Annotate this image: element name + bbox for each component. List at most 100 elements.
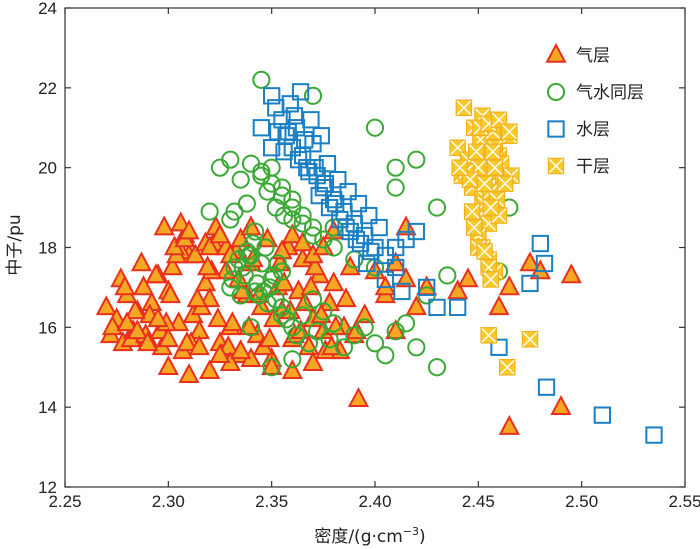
data-point	[299, 334, 318, 353]
data-point	[272, 298, 292, 317]
data-point	[362, 242, 380, 261]
data-point	[197, 255, 219, 276]
x-tick-label: 2.25	[48, 492, 81, 511]
data-point	[225, 202, 244, 221]
data-point	[223, 270, 242, 289]
data-point	[376, 346, 395, 365]
data-point	[199, 235, 221, 256]
series-3	[449, 99, 539, 376]
data-point	[293, 214, 312, 233]
data-point	[221, 150, 240, 169]
data-point	[147, 307, 169, 328]
data-point	[124, 299, 146, 320]
data-point	[188, 335, 210, 356]
data-point	[386, 178, 405, 197]
legend-item: 气层	[545, 42, 610, 66]
data-point	[519, 251, 541, 272]
data-point	[531, 234, 549, 253]
x-tick-label: 2.30	[152, 492, 185, 511]
data-point	[318, 291, 341, 312]
data-point	[365, 334, 385, 353]
data-point	[349, 194, 368, 213]
data-point	[488, 295, 510, 316]
data-point	[347, 387, 370, 407]
data-point	[428, 298, 446, 317]
data-point	[463, 203, 481, 220]
data-point	[237, 194, 256, 213]
data-point	[168, 311, 190, 332]
data-point	[241, 154, 261, 173]
data-point	[449, 298, 467, 317]
data-point	[537, 378, 556, 396]
data-point	[250, 295, 272, 316]
data-point	[365, 118, 385, 137]
legend-item: 水层	[547, 120, 610, 140]
data-point	[268, 254, 287, 273]
data-point	[264, 266, 283, 285]
data-point	[312, 127, 330, 145]
x-tick-label: 2.50	[565, 492, 598, 511]
data-point	[178, 219, 200, 240]
data-point	[303, 86, 323, 105]
legend-item: 干层	[547, 157, 610, 177]
data-point	[395, 267, 417, 288]
y-axis-label: 中子/pu	[5, 214, 25, 275]
y-tick-label: 22	[38, 79, 57, 98]
y-tick-label: 12	[38, 478, 57, 497]
data-point	[243, 234, 263, 253]
data-point	[455, 99, 473, 117]
x-tick-label: 2.55	[668, 492, 700, 511]
data-point	[593, 406, 611, 424]
data-point	[170, 211, 192, 232]
data-point	[263, 87, 281, 105]
data-point	[335, 287, 357, 308]
data-point	[239, 246, 259, 265]
data-point	[407, 338, 426, 357]
data-point	[521, 274, 539, 293]
data-point	[246, 222, 265, 241]
data-point	[329, 170, 347, 189]
data-point	[274, 206, 294, 225]
data-point	[355, 318, 374, 337]
data-point	[199, 287, 221, 308]
data-point	[498, 275, 520, 296]
legend-marker	[547, 157, 565, 175]
data-point	[396, 314, 416, 333]
data-point	[310, 186, 328, 205]
data-point	[386, 158, 405, 177]
data-point	[395, 215, 417, 236]
data-point	[387, 258, 405, 277]
data-point	[240, 215, 262, 236]
data-point	[468, 143, 485, 160]
data-point	[176, 331, 198, 352]
data-point	[490, 338, 508, 356]
data-point	[306, 159, 324, 177]
data-point	[318, 155, 337, 173]
data-point	[323, 271, 345, 292]
data-point	[262, 158, 281, 177]
data-point	[283, 210, 302, 229]
data-point	[130, 251, 153, 272]
data-point	[217, 335, 239, 356]
x-tick-label: 2.45	[462, 492, 495, 511]
data-point	[480, 327, 497, 344]
data-point	[256, 238, 275, 257]
legend-item: 气水同层	[546, 82, 644, 103]
data-point	[132, 275, 155, 296]
data-point	[157, 327, 179, 348]
data-point	[304, 255, 326, 276]
x-tick-label: 2.35	[255, 492, 288, 511]
data-point	[358, 254, 376, 273]
data-point	[438, 266, 457, 285]
x-axis-label: 密度/(g·cm−3)	[314, 525, 425, 547]
data-point	[126, 319, 148, 340]
data-point	[281, 223, 303, 244]
data-point	[407, 222, 425, 241]
data-point	[327, 194, 345, 213]
data-point	[476, 243, 493, 260]
data-point	[262, 358, 281, 377]
data-point	[209, 223, 231, 244]
legend-marker	[547, 120, 565, 138]
data-point	[252, 162, 271, 181]
data-point	[339, 182, 357, 201]
